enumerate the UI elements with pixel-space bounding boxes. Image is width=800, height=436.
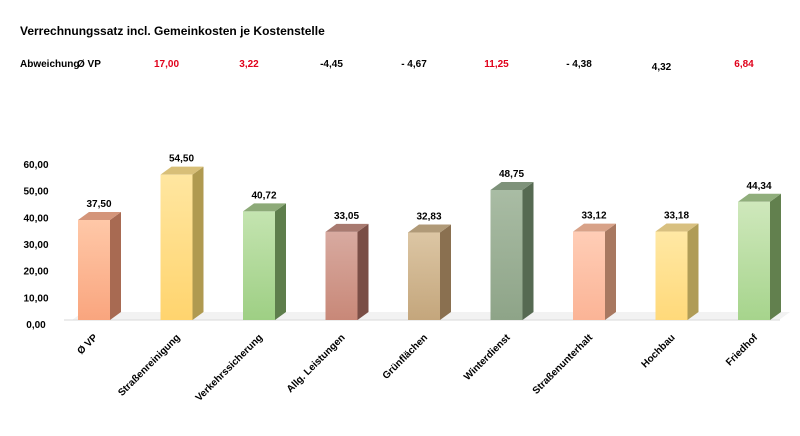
bar-front bbox=[655, 231, 688, 320]
data-label: 33,05 bbox=[334, 211, 359, 222]
bar-front bbox=[325, 231, 358, 320]
bar-top bbox=[243, 203, 286, 212]
bar-side bbox=[770, 193, 781, 320]
deviation-row: 17,00 3,22 -4,45 - 4,67 11,25 - 4,38 4,32 6,84 bbox=[154, 59, 754, 73]
bar-front bbox=[160, 174, 193, 320]
bar bbox=[573, 223, 616, 320]
bar-side bbox=[110, 212, 121, 320]
data-label: 54,50 bbox=[169, 154, 194, 165]
bar bbox=[738, 193, 781, 320]
bars bbox=[78, 166, 781, 320]
data-label: 33,18 bbox=[664, 211, 689, 222]
data-label: 48,75 bbox=[499, 169, 524, 180]
bar-top bbox=[78, 212, 121, 220]
bar bbox=[408, 224, 451, 320]
data-label: 40,72 bbox=[251, 190, 276, 201]
bar-side bbox=[357, 223, 369, 320]
bar-side bbox=[687, 223, 699, 320]
deviation-value: - 4,38 bbox=[566, 59, 592, 70]
bar-side bbox=[275, 203, 286, 320]
deviation-value: 4,32 bbox=[652, 62, 672, 73]
deviation-value: 11,25 bbox=[484, 59, 509, 70]
y-tick-label: 60,00 bbox=[23, 160, 48, 171]
y-tick-label: 30,00 bbox=[23, 240, 48, 251]
category-label: Grünflächen bbox=[381, 332, 430, 381]
category-label: Verkehrssicherung bbox=[194, 332, 265, 403]
bar-top bbox=[160, 166, 204, 175]
y-tick-label: 20,00 bbox=[23, 267, 48, 278]
bar-top bbox=[325, 223, 369, 232]
bar-front bbox=[573, 231, 605, 320]
bar-side bbox=[192, 166, 204, 320]
bar-front bbox=[243, 211, 275, 320]
bar-side bbox=[522, 182, 534, 320]
category-label: Straßenreinigung bbox=[116, 332, 182, 398]
deviation-value: -4,45 bbox=[320, 59, 343, 70]
bar bbox=[655, 223, 699, 320]
data-label: 32,83 bbox=[416, 211, 441, 222]
bar-front bbox=[78, 220, 110, 320]
category-labels: Ø VP Straßenreinigung Verkehrssicherung All… bbox=[75, 332, 760, 404]
bar-front bbox=[490, 190, 523, 320]
bar-top bbox=[655, 223, 699, 232]
deviation-label: Abweichung bbox=[20, 59, 80, 70]
y-tick-label: 0,00 bbox=[26, 320, 46, 331]
category-label: Winterdienst bbox=[462, 332, 513, 383]
category-label: Straßenunterhalt bbox=[531, 332, 596, 397]
bar-top bbox=[738, 193, 781, 202]
category-label: Ø VP bbox=[75, 332, 100, 357]
chart-title: Verrechnungssatz incl. Gemeinkosten je K… bbox=[20, 24, 325, 38]
bar-top bbox=[408, 224, 451, 233]
category-label: Hochbau bbox=[640, 332, 678, 370]
category-label: Allg. Leistungen bbox=[285, 332, 348, 395]
bar bbox=[78, 212, 121, 320]
deviation-value: - 4,67 bbox=[401, 59, 427, 70]
deviation-value: 17,00 bbox=[154, 59, 179, 70]
data-label: 33,12 bbox=[581, 211, 606, 222]
y-axis: 0,00 10,00 20,00 30,00 40,00 50,00 60,00 bbox=[23, 160, 48, 331]
bar-front bbox=[408, 232, 440, 320]
deviation-reference: Ø VP bbox=[77, 59, 101, 70]
data-label: 44,34 bbox=[746, 181, 771, 192]
bar-top bbox=[573, 223, 616, 232]
bar bbox=[490, 182, 534, 320]
bar-side bbox=[440, 224, 451, 320]
bar bbox=[243, 203, 286, 320]
category-label: Friedhof bbox=[724, 332, 761, 369]
bar-side bbox=[605, 223, 616, 320]
data-labels: 37,50 54,50 40,72 33,05 32,83 48,75 33,12 33,18… bbox=[86, 154, 771, 223]
bar-front bbox=[738, 201, 770, 320]
y-tick-label: 50,00 bbox=[23, 187, 48, 198]
bar-top bbox=[490, 182, 534, 190]
y-tick-label: 10,00 bbox=[23, 293, 48, 304]
deviation-value: 6,84 bbox=[734, 59, 754, 70]
bar bbox=[325, 223, 369, 320]
deviation-value: 3,22 bbox=[239, 59, 259, 70]
y-tick-label: 40,00 bbox=[23, 213, 48, 224]
data-label: 37,50 bbox=[86, 199, 111, 210]
bar bbox=[160, 166, 204, 320]
